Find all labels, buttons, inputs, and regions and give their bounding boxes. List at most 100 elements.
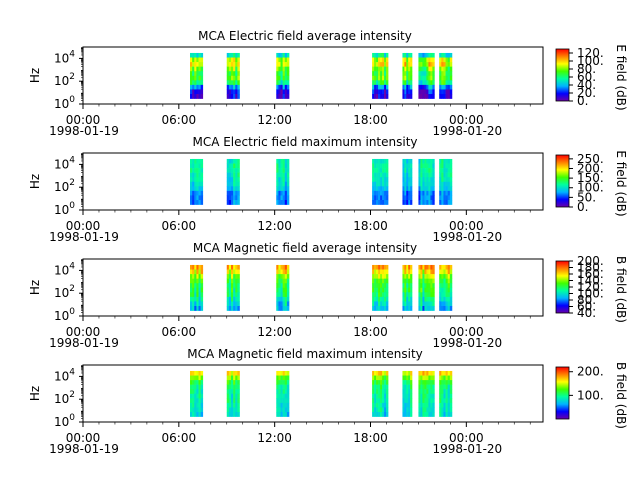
spectrogram-cell	[200, 62, 204, 67]
chart-panel-3: MCA Magnetic field average intensity1001…	[28, 241, 628, 350]
colorbar-tick-label: 160.	[577, 267, 604, 281]
spectrogram-cell	[284, 195, 288, 201]
spectrogram-cell	[426, 62, 429, 67]
spectrogram-cell	[231, 384, 234, 390]
spectrogram-cell	[410, 57, 413, 63]
spectrogram-cell	[235, 94, 238, 99]
spectrogram-cell	[378, 71, 381, 77]
spectrogram-cell	[278, 375, 281, 381]
spectrogram-cell	[410, 384, 413, 390]
spectrogram-cell	[410, 52, 413, 58]
spectrogram-cell	[380, 62, 383, 67]
spectrogram-cell	[276, 158, 279, 164]
spectrogram-cell	[406, 269, 409, 275]
spectrogram-cell	[194, 375, 197, 381]
spectrogram-cell	[402, 370, 405, 376]
spectrogram-cell	[196, 301, 199, 307]
spectrogram-cell	[404, 402, 407, 408]
spectrogram-cell	[198, 283, 201, 289]
spectrogram-cell	[278, 278, 281, 284]
spectrogram-cell	[198, 296, 201, 302]
spectrogram-cell	[404, 84, 407, 90]
spectrogram-cell	[422, 168, 425, 173]
spectrogram-cell	[231, 278, 234, 284]
spectrogram-cell	[284, 168, 288, 173]
spectrogram-cell	[449, 278, 453, 284]
spectrogram-cell	[380, 94, 383, 99]
spectrogram-cell	[418, 412, 421, 417]
spectrogram-cell	[280, 200, 283, 205]
spectrogram-cell	[430, 301, 433, 307]
spectrogram-cell	[441, 278, 444, 284]
spectrogram-cell	[286, 412, 290, 417]
spectrogram-cell	[235, 278, 238, 284]
spectrogram-cell	[282, 389, 286, 395]
spectrogram-cell	[424, 66, 427, 72]
spectrogram-cell	[231, 190, 234, 196]
spectrogram-cell	[372, 393, 375, 399]
spectrogram-cell	[418, 181, 421, 187]
spectrogram-cell	[194, 172, 197, 178]
spectrogram-cell	[402, 274, 405, 279]
spectrogram-cell	[445, 168, 448, 173]
spectrogram-cell	[231, 407, 234, 413]
spectrogram-cell	[420, 278, 423, 284]
spectrogram-cell	[386, 52, 389, 58]
spectrogram-cell	[424, 269, 427, 275]
spectrogram-cell	[282, 163, 286, 169]
spectrogram-cell	[380, 287, 383, 293]
y-tick-label: 102	[54, 390, 75, 406]
spectrogram-cell	[447, 186, 451, 192]
spectrogram-cell	[428, 94, 431, 99]
spectrogram-cell	[410, 398, 413, 404]
spectrogram-cell	[424, 177, 427, 183]
spectrogram-cell	[418, 296, 421, 302]
spectrogram-cell	[235, 190, 238, 196]
spectrogram-cell	[231, 57, 234, 63]
spectrogram-cell	[422, 80, 425, 86]
spectrogram-cell	[282, 398, 286, 404]
spectrogram-cell	[284, 296, 288, 302]
spectrogram-cell	[404, 94, 407, 99]
spectrogram-cell	[449, 283, 453, 289]
spectrogram-cell	[443, 264, 446, 270]
spectrogram-cell	[422, 398, 425, 404]
spectrogram-cell	[200, 296, 204, 302]
spectrogram-cell	[284, 380, 288, 385]
spectrogram-cell	[200, 278, 204, 284]
spectrogram-cell	[228, 84, 232, 90]
spectrogram-cell	[420, 375, 423, 381]
spectrogram-cell	[235, 168, 238, 173]
spectrogram-cell	[198, 89, 201, 95]
spectrogram-cell	[447, 75, 451, 81]
spectrogram-cell	[194, 389, 197, 395]
spectrogram-cell	[190, 380, 193, 385]
spectrogram-cell	[443, 306, 446, 311]
spectrogram-cell	[445, 89, 448, 95]
spectrogram-cell	[428, 177, 431, 183]
spectrogram-cell	[445, 283, 448, 289]
spectrogram-cell	[284, 292, 288, 298]
spectrogram-cell	[406, 84, 409, 90]
spectrogram-cell	[443, 75, 446, 81]
spectrogram-cell	[196, 80, 199, 86]
spectrogram-cell	[378, 94, 381, 99]
spectrogram-cell	[386, 195, 389, 201]
y-tick-label: 100	[54, 201, 75, 217]
spectrogram-cell	[194, 62, 197, 67]
spectrogram-cell	[374, 296, 377, 302]
spectrogram-cell	[447, 94, 451, 99]
spectrogram-cell	[374, 57, 377, 63]
spectrogram-cell	[404, 172, 407, 178]
spectrogram-cell	[190, 384, 193, 390]
spectrogram-cell	[233, 384, 236, 390]
spectrogram-cell	[384, 163, 387, 169]
spectrogram-cell	[441, 177, 444, 183]
spectrogram-cell	[404, 287, 407, 293]
spectrogram-cell	[282, 264, 286, 270]
spectrogram-cell	[372, 57, 375, 63]
spectrogram-cell	[402, 292, 405, 298]
spectrogram-cell	[284, 163, 288, 169]
spectrogram-cell	[378, 398, 381, 404]
